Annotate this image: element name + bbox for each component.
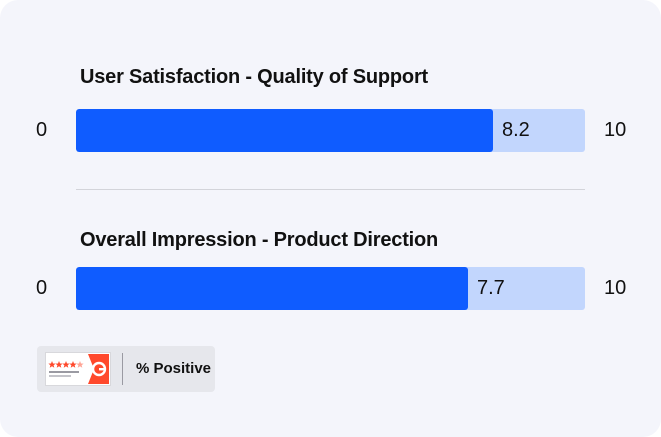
divider <box>76 189 585 190</box>
bar-track-direction: 7.7 <box>76 267 585 310</box>
bar-value-direction: 7.7 <box>477 277 505 299</box>
axis-max-label: 10 <box>604 119 627 141</box>
axis-max-label: 10 <box>604 277 627 299</box>
axis-min-label: 0 <box>36 119 48 141</box>
bar-value-support: 8.2 <box>502 119 530 141</box>
legend-label: % Positive <box>136 360 212 377</box>
g2-badge-icon <box>45 352 111 386</box>
metric-title-direction: Overall Impression - Product Direction <box>80 229 439 251</box>
metric-title-support: User Satisfaction - Quality of Support <box>80 66 428 88</box>
bar-fill-support <box>76 109 493 152</box>
bar-track-support: 8.2 <box>76 109 585 152</box>
bar-fill-direction <box>76 267 468 310</box>
legend-separator <box>122 353 123 385</box>
axis-min-label: 0 <box>36 277 48 299</box>
g2-badge-graphic <box>48 354 109 384</box>
positive-legend: % Positive <box>37 346 215 392</box>
